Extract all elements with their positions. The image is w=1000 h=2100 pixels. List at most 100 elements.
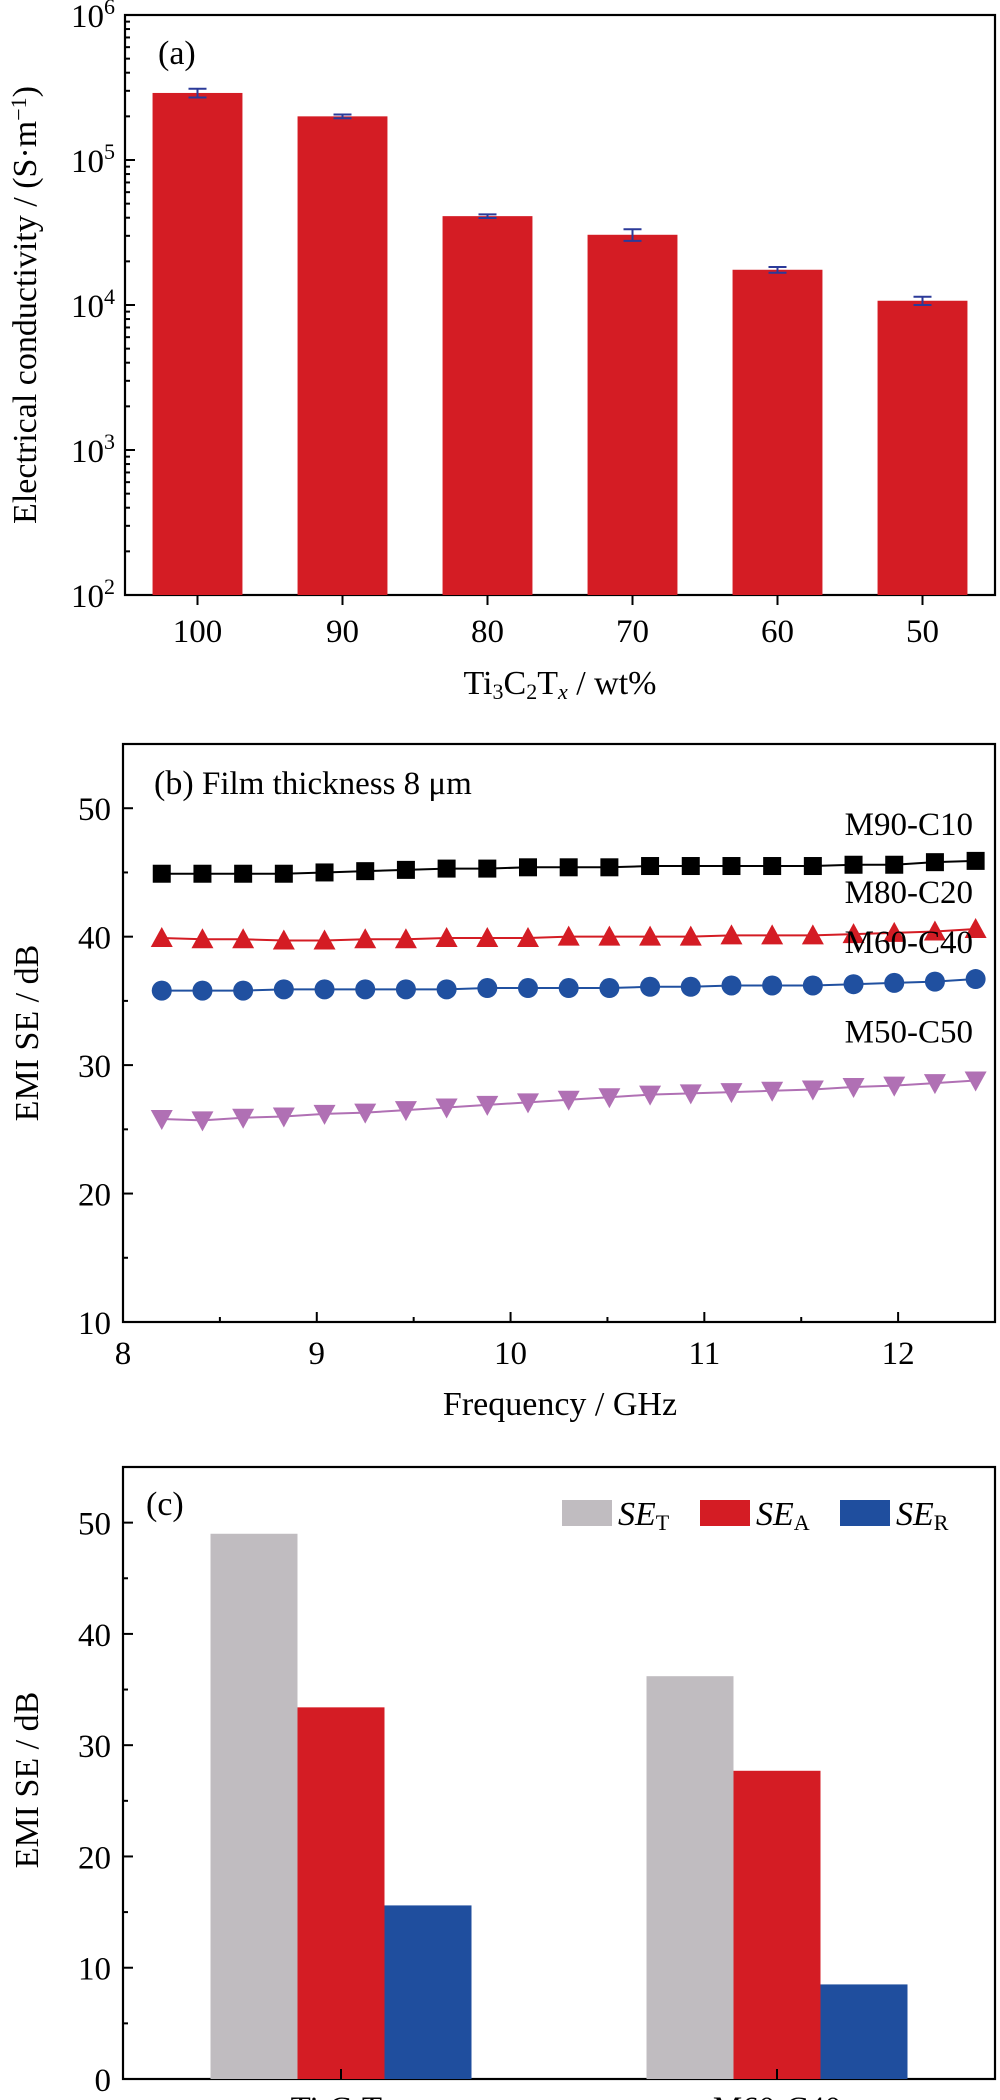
panel-c-x-tick-label: M60-C40	[713, 2091, 841, 2100]
panel-b-data-point	[435, 1098, 458, 1119]
panel-c-x-tick-label: Ti3C2Tx	[291, 2091, 392, 2100]
panel-b-series-m80-c20: M80-C20	[150, 875, 987, 950]
panel-b-data-point	[150, 926, 173, 947]
panel-b-data-point	[516, 1093, 539, 1114]
panel-c-y-tick-label: 10	[78, 1952, 111, 1988]
panel-b-data-point	[640, 976, 661, 997]
panel-a-y-tick-label: 105	[71, 139, 115, 180]
panel-b-data-point	[964, 1071, 987, 1092]
panel-b-data-point	[883, 921, 906, 942]
panel-b-data-point	[273, 979, 294, 1000]
panel-b-x-tick-label: 9	[309, 1336, 326, 1372]
panel-b-x-axis-title: Frequency / GHz	[443, 1386, 677, 1423]
panel-a-bar	[732, 269, 823, 595]
panel-b-data-point	[559, 858, 578, 877]
panel-b-data-point	[394, 928, 417, 949]
panel-b-series-m60-c40: M60-C40	[151, 925, 986, 1001]
panel-a-x-tick-label: 80	[471, 614, 504, 650]
panel-b-data-point	[518, 858, 537, 877]
panel-a-y-tick-label: 103	[71, 429, 115, 470]
panel-b-series-m90-c10: M90-C10	[152, 807, 985, 883]
panel-a-error-bar	[768, 265, 787, 274]
panel-b-data-point	[966, 851, 985, 870]
panel-b-data-point	[964, 917, 987, 938]
panel-b-data-point	[476, 926, 499, 947]
panel-c-bar-se-t	[646, 1676, 734, 2079]
panel-b-data-point	[641, 857, 660, 876]
panel-b-series-label: M50-C50	[845, 1015, 973, 1051]
panel-b-data-point	[558, 978, 579, 999]
panel-b-data-point	[517, 978, 538, 999]
panel-c-bar-se-r	[384, 1905, 472, 2079]
panel-a-x-tick-label: 50	[906, 614, 939, 650]
panel-b-data-point	[802, 975, 823, 996]
panel-b-data-point	[396, 860, 415, 879]
panel-b-data-point	[681, 857, 700, 876]
panel-b-data-point	[437, 859, 456, 878]
panel-c-emi-se-components-chart: (c) SET SEA SER 0 10 20 30 40 50 Ti3C2Tx M60-C40…	[9, 1465, 997, 2100]
panel-b-data-point	[191, 928, 214, 949]
panel-b-y-tick-label: 20	[78, 1178, 111, 1214]
panel-c-y-tick-label: 40	[78, 1618, 111, 1654]
panel-b-data-point	[191, 1111, 214, 1132]
panel-b-data-point	[314, 979, 335, 1000]
panel-c-y-tick-label: 50	[78, 1507, 111, 1543]
panel-b-emi-se-frequency-chart: (b) Film thickness 8 μm M90-C10 M80-C20 M6…	[9, 742, 997, 1423]
panel-b-data-point	[844, 855, 863, 874]
panel-a-bar	[587, 234, 678, 595]
panel-b-data-point	[313, 929, 336, 950]
panel-b-data-point	[272, 929, 295, 950]
panel-c-legend-swatch	[700, 1500, 750, 1526]
panel-b-data-point	[923, 920, 946, 941]
panel-a-bar	[877, 300, 968, 595]
panel-b-data-point	[272, 1107, 295, 1128]
panel-b-data-point	[884, 972, 905, 993]
panel-b-data-point	[150, 1110, 173, 1131]
panel-c-frame	[121, 1465, 997, 2081]
panel-b-data-point	[151, 980, 172, 1001]
panel-b-data-point	[232, 1108, 255, 1129]
panel-b-label: (b)	[154, 765, 194, 802]
panel-c-legend-item-se-a: SEA	[700, 1496, 810, 1535]
panel-b-data-point	[801, 924, 824, 945]
panel-b-data-point	[598, 1088, 621, 1109]
panel-b-data-point	[234, 864, 253, 883]
panel-b-x-tick-label: 8	[115, 1336, 132, 1372]
panel-b-data-point	[356, 862, 375, 881]
panel-b-x-tick-label: 12	[882, 1336, 915, 1372]
panel-c-legend-label: SER	[896, 1496, 949, 1535]
panel-b-data-point	[842, 923, 865, 944]
panel-b-data-point	[680, 976, 701, 997]
panel-b-data-point	[477, 978, 498, 999]
panel-b-data-point	[395, 979, 416, 1000]
panel-a-frame	[123, 13, 997, 597]
panel-b-data-point	[516, 926, 539, 947]
panel-b-data-point	[721, 975, 742, 996]
panel-b-y-axis-title: EMI SE / dB	[9, 945, 46, 1122]
panel-b-data-point	[720, 924, 743, 945]
panel-b-data-point	[152, 864, 171, 883]
panel-b-data-point	[600, 858, 619, 877]
panel-b-data-point	[315, 863, 334, 882]
panel-b-y-tick-label: 40	[78, 921, 111, 957]
panel-b-data-point	[924, 971, 945, 992]
panel-b-y-tick-label: 50	[78, 792, 111, 828]
panel-c-bar-se-r	[820, 1984, 908, 2079]
panel-a-y-tick-label: 104	[71, 284, 115, 325]
panel-a-x-axis-title: Ti3C2Tx / wt%	[463, 665, 656, 704]
panel-c-y-tick-label: 30	[78, 1729, 111, 1765]
panel-c-y-axis-title: EMI SE / dB	[9, 1692, 46, 1869]
panel-a-x-tick-label: 60	[761, 614, 794, 650]
panel-b-data-point	[843, 974, 864, 995]
panel-a-error-bar	[623, 228, 642, 242]
panel-b-data-point	[883, 1076, 906, 1097]
panel-b-data-point	[923, 1074, 946, 1095]
panel-a-error-bar	[188, 87, 207, 99]
panel-b-x-tick-label: 10	[494, 1336, 527, 1372]
panel-c-bar-se-a	[733, 1770, 821, 2079]
panel-b-data-point	[639, 1085, 662, 1106]
panel-c-label: (c)	[146, 1486, 184, 1523]
panel-a-x-tick-label: 90	[326, 614, 359, 650]
panel-c-y-tick-label: 0	[95, 2063, 112, 2099]
